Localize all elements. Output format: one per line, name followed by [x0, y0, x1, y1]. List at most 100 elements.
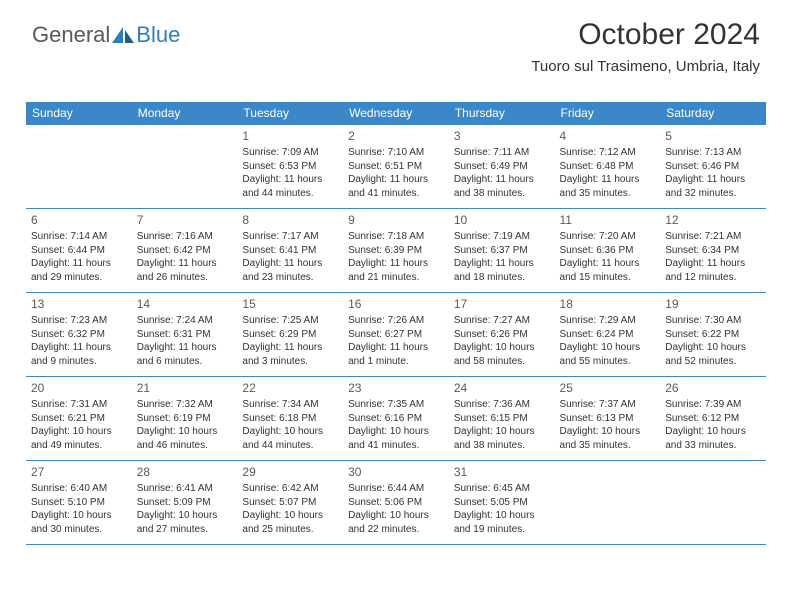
- daylight-text: Daylight: 11 hours: [348, 257, 444, 271]
- day-number: 14: [137, 296, 233, 312]
- daylight-text: and 21 minutes.: [348, 271, 444, 285]
- daylight-text: and 23 minutes.: [242, 271, 338, 285]
- brand-text-blue: Blue: [136, 22, 180, 48]
- calendar-day-cell: 21Sunrise: 7:32 AMSunset: 6:19 PMDayligh…: [132, 377, 238, 461]
- sunset-text: Sunset: 6:13 PM: [560, 412, 656, 426]
- weekday-header: Saturday: [660, 102, 766, 125]
- sunrise-text: Sunrise: 7:11 AM: [454, 146, 550, 160]
- sunrise-text: Sunrise: 7:13 AM: [665, 146, 761, 160]
- location-label: Tuoro sul Trasimeno, Umbria, Italy: [531, 58, 760, 75]
- calendar-day-cell: 31Sunrise: 6:45 AMSunset: 5:05 PMDayligh…: [449, 461, 555, 545]
- daylight-text: Daylight: 10 hours: [242, 509, 338, 523]
- daylight-text: Daylight: 11 hours: [560, 173, 656, 187]
- daylight-text: and 35 minutes.: [560, 439, 656, 453]
- sunrise-text: Sunrise: 7:25 AM: [242, 314, 338, 328]
- daylight-text: Daylight: 11 hours: [137, 257, 233, 271]
- sunrise-text: Sunrise: 7:29 AM: [560, 314, 656, 328]
- calendar-day-cell: [26, 125, 132, 209]
- calendar-day-cell: 2Sunrise: 7:10 AMSunset: 6:51 PMDaylight…: [343, 125, 449, 209]
- calendar-day-cell: 15Sunrise: 7:25 AMSunset: 6:29 PMDayligh…: [237, 293, 343, 377]
- sunrise-text: Sunrise: 7:21 AM: [665, 230, 761, 244]
- day-number: 29: [242, 464, 338, 480]
- daylight-text: and 38 minutes.: [454, 187, 550, 201]
- day-number: 21: [137, 380, 233, 396]
- sunset-text: Sunset: 6:27 PM: [348, 328, 444, 342]
- brand-logo: General Blue: [32, 22, 180, 48]
- day-number: 23: [348, 380, 444, 396]
- daylight-text: and 33 minutes.: [665, 439, 761, 453]
- daylight-text: and 41 minutes.: [348, 439, 444, 453]
- calendar-day-cell: 23Sunrise: 7:35 AMSunset: 6:16 PMDayligh…: [343, 377, 449, 461]
- day-number: 18: [560, 296, 656, 312]
- calendar-day-cell: 24Sunrise: 7:36 AMSunset: 6:15 PMDayligh…: [449, 377, 555, 461]
- daylight-text: and 58 minutes.: [454, 355, 550, 369]
- day-number: 12: [665, 212, 761, 228]
- day-number: 27: [31, 464, 127, 480]
- daylight-text: Daylight: 11 hours: [348, 341, 444, 355]
- calendar-week-row: 1Sunrise: 7:09 AMSunset: 6:53 PMDaylight…: [26, 125, 766, 209]
- sunrise-text: Sunrise: 6:44 AM: [348, 482, 444, 496]
- day-number: 10: [454, 212, 550, 228]
- day-number: 1: [242, 128, 338, 144]
- daylight-text: and 6 minutes.: [137, 355, 233, 369]
- sunset-text: Sunset: 6:29 PM: [242, 328, 338, 342]
- day-number: 6: [31, 212, 127, 228]
- page-title: October 2024: [531, 18, 760, 52]
- daylight-text: Daylight: 11 hours: [348, 173, 444, 187]
- sunrise-text: Sunrise: 7:19 AM: [454, 230, 550, 244]
- calendar-week-row: 13Sunrise: 7:23 AMSunset: 6:32 PMDayligh…: [26, 293, 766, 377]
- daylight-text: Daylight: 10 hours: [665, 425, 761, 439]
- sunset-text: Sunset: 6:46 PM: [665, 160, 761, 174]
- daylight-text: Daylight: 10 hours: [560, 425, 656, 439]
- calendar-day-cell: 17Sunrise: 7:27 AMSunset: 6:26 PMDayligh…: [449, 293, 555, 377]
- calendar-day-cell: 27Sunrise: 6:40 AMSunset: 5:10 PMDayligh…: [26, 461, 132, 545]
- calendar-day-cell: 13Sunrise: 7:23 AMSunset: 6:32 PMDayligh…: [26, 293, 132, 377]
- daylight-text: Daylight: 10 hours: [31, 509, 127, 523]
- sunset-text: Sunset: 6:44 PM: [31, 244, 127, 258]
- sunset-text: Sunset: 6:36 PM: [560, 244, 656, 258]
- calendar-day-cell: 8Sunrise: 7:17 AMSunset: 6:41 PMDaylight…: [237, 209, 343, 293]
- sunset-text: Sunset: 6:37 PM: [454, 244, 550, 258]
- brand-text-general: General: [32, 22, 110, 48]
- daylight-text: Daylight: 11 hours: [242, 173, 338, 187]
- sunrise-text: Sunrise: 7:30 AM: [665, 314, 761, 328]
- calendar-day-cell: 6Sunrise: 7:14 AMSunset: 6:44 PMDaylight…: [26, 209, 132, 293]
- sunset-text: Sunset: 5:09 PM: [137, 496, 233, 510]
- day-number: 15: [242, 296, 338, 312]
- sunset-text: Sunset: 6:41 PM: [242, 244, 338, 258]
- sunrise-text: Sunrise: 7:18 AM: [348, 230, 444, 244]
- day-number: 4: [560, 128, 656, 144]
- daylight-text: Daylight: 10 hours: [348, 509, 444, 523]
- calendar-day-cell: 14Sunrise: 7:24 AMSunset: 6:31 PMDayligh…: [132, 293, 238, 377]
- day-number: 24: [454, 380, 550, 396]
- daylight-text: and 27 minutes.: [137, 523, 233, 537]
- daylight-text: and 26 minutes.: [137, 271, 233, 285]
- sunset-text: Sunset: 6:39 PM: [348, 244, 444, 258]
- sunset-text: Sunset: 6:51 PM: [348, 160, 444, 174]
- calendar-day-cell: 1Sunrise: 7:09 AMSunset: 6:53 PMDaylight…: [237, 125, 343, 209]
- calendar-day-cell: 26Sunrise: 7:39 AMSunset: 6:12 PMDayligh…: [660, 377, 766, 461]
- sunset-text: Sunset: 6:32 PM: [31, 328, 127, 342]
- day-number: 19: [665, 296, 761, 312]
- day-number: 13: [31, 296, 127, 312]
- daylight-text: Daylight: 11 hours: [31, 341, 127, 355]
- weekday-header: Wednesday: [343, 102, 449, 125]
- sunset-text: Sunset: 6:53 PM: [242, 160, 338, 174]
- daylight-text: and 19 minutes.: [454, 523, 550, 537]
- daylight-text: Daylight: 11 hours: [242, 257, 338, 271]
- day-number: 22: [242, 380, 338, 396]
- daylight-text: Daylight: 10 hours: [137, 509, 233, 523]
- daylight-text: Daylight: 10 hours: [454, 509, 550, 523]
- sunrise-text: Sunrise: 7:24 AM: [137, 314, 233, 328]
- sunrise-text: Sunrise: 7:17 AM: [242, 230, 338, 244]
- weekday-header: Tuesday: [237, 102, 343, 125]
- daylight-text: and 46 minutes.: [137, 439, 233, 453]
- calendar-day-cell: 19Sunrise: 7:30 AMSunset: 6:22 PMDayligh…: [660, 293, 766, 377]
- daylight-text: Daylight: 10 hours: [31, 425, 127, 439]
- day-number: 3: [454, 128, 550, 144]
- calendar-day-cell: [660, 461, 766, 545]
- sunset-text: Sunset: 5:06 PM: [348, 496, 444, 510]
- day-number: 17: [454, 296, 550, 312]
- daylight-text: Daylight: 11 hours: [665, 173, 761, 187]
- sunrise-text: Sunrise: 7:34 AM: [242, 398, 338, 412]
